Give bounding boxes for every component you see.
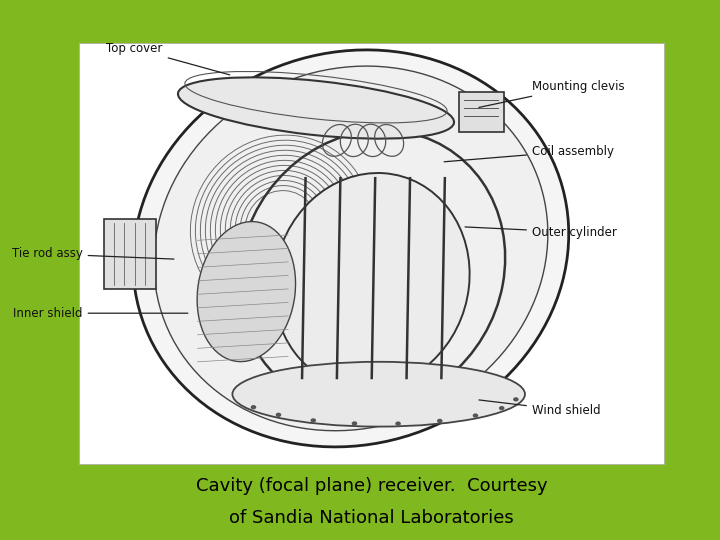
Text: Mounting clevis: Mounting clevis [479, 80, 624, 107]
Ellipse shape [197, 221, 295, 362]
Ellipse shape [154, 66, 548, 431]
Text: Inner shield: Inner shield [13, 307, 188, 320]
Text: of Sandia National Laboratories: of Sandia National Laboratories [230, 509, 514, 528]
Ellipse shape [233, 362, 525, 427]
Ellipse shape [395, 421, 401, 426]
Text: Cavity (focal plane) receiver.  Courtesy: Cavity (focal plane) receiver. Courtesy [196, 477, 547, 495]
Ellipse shape [276, 413, 282, 417]
Ellipse shape [274, 173, 469, 389]
Ellipse shape [251, 405, 256, 409]
FancyBboxPatch shape [104, 219, 156, 289]
Ellipse shape [437, 418, 443, 423]
Text: Wind shield: Wind shield [479, 400, 600, 417]
FancyBboxPatch shape [459, 92, 504, 132]
Text: Coil assembly: Coil assembly [444, 145, 614, 162]
Ellipse shape [178, 77, 454, 139]
Ellipse shape [351, 421, 357, 426]
Ellipse shape [310, 418, 316, 423]
Ellipse shape [133, 50, 569, 447]
Text: Top cover: Top cover [107, 42, 230, 75]
Ellipse shape [499, 406, 505, 410]
Ellipse shape [513, 397, 518, 402]
Text: Outer cylinder: Outer cylinder [465, 226, 617, 239]
Ellipse shape [472, 414, 478, 418]
Text: Tie rod assy: Tie rod assy [12, 247, 174, 260]
FancyBboxPatch shape [79, 43, 665, 464]
